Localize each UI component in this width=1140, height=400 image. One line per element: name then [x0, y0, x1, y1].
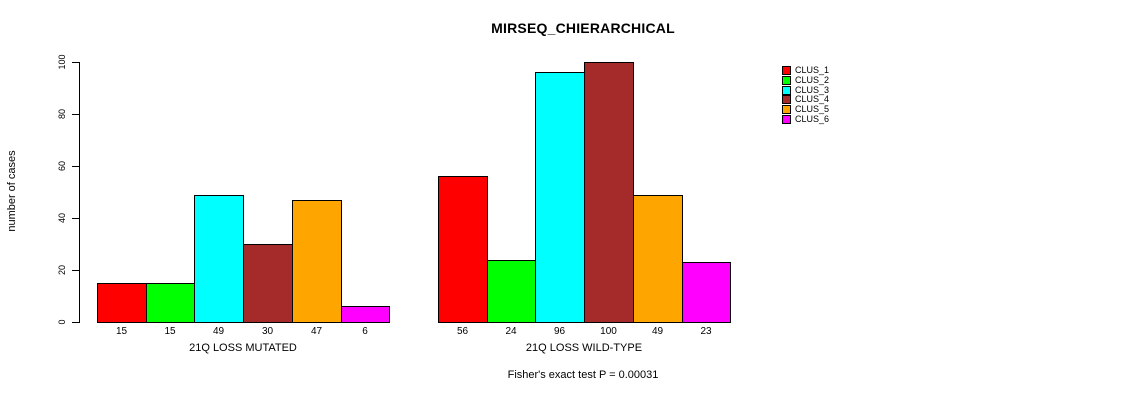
y-axis-line — [79, 62, 80, 323]
bar-clus_2 — [146, 283, 195, 323]
y-tick-mark — [72, 166, 79, 167]
bar-clus_6 — [682, 262, 731, 323]
y-tick-label: 60 — [57, 161, 67, 172]
bar-value-label: 49 — [651, 326, 664, 337]
legend-swatch-icon — [782, 85, 791, 95]
legend: CLUS_1 CLUS_2 CLUS_3 CLUS_4 CLUS_5 CLUS_6 — [782, 66, 829, 124]
bar-value-label: 15 — [115, 326, 128, 337]
legend-swatch-icon — [782, 66, 791, 76]
bar-clus_6 — [341, 306, 390, 323]
legend-swatch-icon — [782, 76, 791, 86]
legend-label: CLUS_4 — [795, 94, 830, 105]
group-label: 21Q LOSS WILD-TYPE — [525, 342, 643, 354]
legend-row: CLUS_3 — [782, 85, 829, 95]
legend-row: CLUS_5 — [782, 105, 829, 115]
legend-row: CLUS_1 — [782, 66, 829, 76]
bar-value-label: 96 — [553, 326, 566, 337]
y-axis-label: number of cases — [6, 150, 18, 232]
bar-clus_3 — [535, 72, 585, 323]
y-tick-mark — [72, 114, 79, 115]
y-tick-mark — [72, 322, 79, 323]
legend-swatch-icon — [782, 95, 791, 105]
bar-clus_5 — [292, 200, 342, 323]
legend-row: CLUS_2 — [782, 76, 829, 86]
bar-value-label: 47 — [310, 326, 323, 337]
y-tick-label: 0 — [57, 319, 67, 325]
bar-clus_3 — [194, 195, 244, 323]
bar-clus_4 — [243, 244, 293, 323]
legend-label: CLUS_2 — [795, 75, 830, 86]
legend-swatch-icon — [782, 114, 791, 124]
bar-value-label: 24 — [505, 326, 517, 337]
legend-label: CLUS_5 — [795, 104, 830, 115]
footnote: Fisher's exact test P = 0.00031 — [507, 369, 659, 381]
bar-value-label: 23 — [700, 326, 712, 337]
bar-value-label: 49 — [212, 326, 225, 337]
y-tick-label: 80 — [57, 109, 67, 120]
bar-clus_5 — [633, 195, 683, 323]
chart-title: MIRSEQ_CHIERARCHICAL — [491, 20, 675, 36]
legend-row: CLUS_4 — [782, 95, 829, 105]
y-tick-label: 40 — [57, 213, 67, 224]
bar-value-label: 100 — [600, 326, 617, 337]
bar-clus_2 — [487, 260, 536, 323]
legend-row: CLUS_6 — [782, 114, 829, 124]
y-tick-label: 20 — [57, 265, 67, 276]
legend-swatch-icon — [782, 105, 791, 115]
bar-value-label: 15 — [164, 326, 176, 337]
legend-label: CLUS_6 — [795, 113, 830, 124]
bar-clus_1 — [438, 176, 488, 323]
bar-clus_4 — [584, 62, 634, 323]
legend-label: CLUS_1 — [795, 65, 830, 76]
y-tick-mark — [72, 218, 79, 219]
legend-label: CLUS_3 — [795, 84, 830, 95]
bar-clus_1 — [97, 283, 147, 323]
group-label: 21Q LOSS MUTATED — [189, 342, 297, 354]
bar-value-label: 30 — [261, 326, 274, 337]
bar-value-label: 56 — [456, 326, 469, 337]
y-tick-mark — [72, 62, 79, 63]
bar-value-label: 6 — [362, 326, 368, 337]
y-tick-label: 100 — [57, 54, 67, 70]
y-tick-mark — [72, 270, 79, 271]
